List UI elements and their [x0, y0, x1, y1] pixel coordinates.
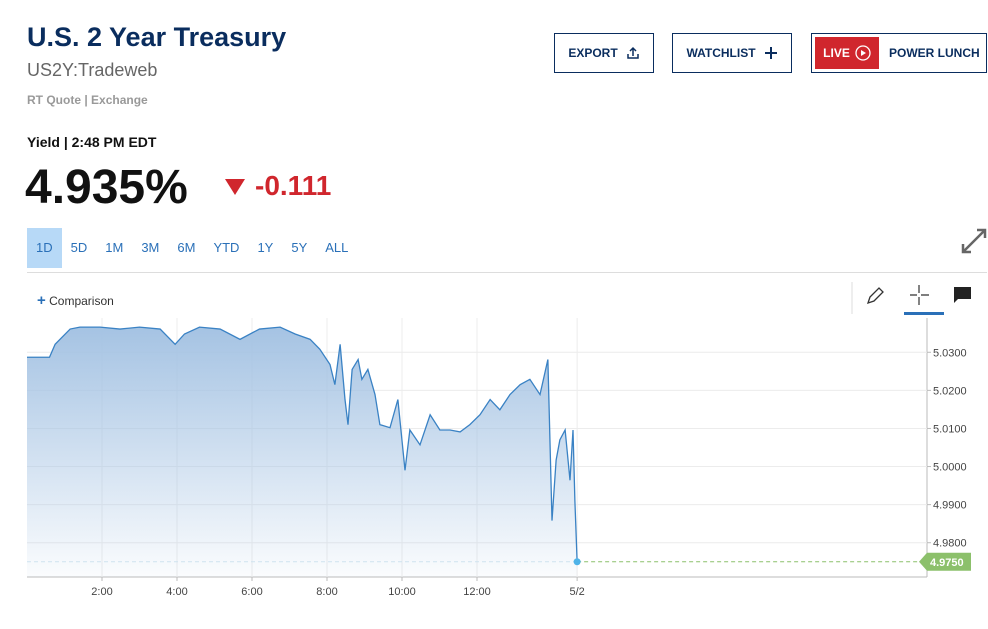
comparison-label: Comparison: [49, 294, 114, 308]
show-label: POWER LUNCH: [889, 46, 980, 60]
quote-source: RT Quote | Exchange: [27, 93, 148, 107]
range-tab[interactable]: 1D: [27, 228, 62, 268]
yield-label: Yield: [27, 134, 60, 150]
crosshair-tool[interactable]: [910, 285, 929, 305]
price: 4.935%: [25, 161, 188, 214]
range-tab[interactable]: 5D: [70, 240, 88, 255]
x-tick-label: 6:00: [241, 586, 262, 598]
draw-tool[interactable]: [866, 287, 884, 305]
y-tick-label: 5.0100: [933, 423, 967, 435]
watchlist-label: WATCHLIST: [686, 46, 756, 60]
last-value-badge: [919, 552, 971, 571]
x-tick-label: 10:00: [388, 586, 416, 598]
change: -0.111: [225, 170, 331, 202]
line: [27, 326, 578, 562]
symbol: US2Y:Tradeweb: [27, 60, 158, 80]
plus-icon: [764, 47, 777, 59]
range-tab[interactable]: 6M: [177, 240, 196, 255]
range-tab[interactable]: 3M: [141, 240, 160, 255]
y-tick-label: 4.9800: [933, 538, 967, 550]
x-tick-label: 2:00: [91, 586, 112, 598]
x-tick-label: 5/2: [569, 586, 584, 598]
down-arrow: [225, 179, 245, 195]
separator: [27, 272, 987, 273]
range-tab[interactable]: YTD: [213, 240, 240, 255]
title: U.S. 2 Year Treasury: [27, 22, 287, 52]
live-badge: LIVE: [815, 37, 879, 69]
last-value-label: 4.9750: [930, 557, 964, 569]
comment-tool[interactable]: [954, 287, 971, 303]
live-button[interactable]: LIVE POWER LUNCH: [811, 33, 987, 73]
source: Exchange: [91, 93, 148, 107]
quote-type: RT Quote: [27, 93, 81, 107]
watchlist-button[interactable]: WATCHLIST: [672, 33, 792, 73]
tool-active: [904, 312, 944, 315]
export-icon: [626, 46, 639, 59]
y-tick-label: 5.0000: [933, 462, 967, 474]
x-tick-label: 4:00: [166, 586, 187, 598]
play-icon: [855, 45, 871, 61]
range-tab[interactable]: 5Y: [291, 240, 308, 255]
yield-line: Yield | 2:48 PM EDT: [27, 134, 157, 150]
expand-icon[interactable]: [960, 227, 988, 255]
change-value: -0.111: [255, 170, 332, 201]
live-label: LIVE: [823, 46, 850, 60]
chart-tools: [851, 282, 971, 315]
x-tick-label: 12:00: [463, 586, 491, 598]
comparison-button[interactable]: + Comparison: [37, 292, 114, 309]
export-button[interactable]: EXPORT: [554, 33, 654, 73]
export-label: EXPORT: [568, 46, 618, 60]
range-tab[interactable]: 1Y: [257, 240, 274, 255]
range-tab[interactable]: ALL: [325, 240, 349, 255]
range-tabs: 1D 5D 1M 3M 6M YTD 1Y 5Y ALL: [27, 228, 357, 268]
y-tick-label: 5.0300: [933, 347, 967, 359]
x-tick-label: 8:00: [316, 586, 337, 598]
range-tab[interactable]: 1M: [105, 240, 124, 255]
quote-time: 2:48 PM EDT: [71, 134, 157, 150]
y-tick-label: 5.0200: [933, 385, 967, 397]
area: [27, 327, 578, 577]
y-tick-label: 4.9900: [933, 500, 967, 512]
last-point: [573, 558, 581, 566]
